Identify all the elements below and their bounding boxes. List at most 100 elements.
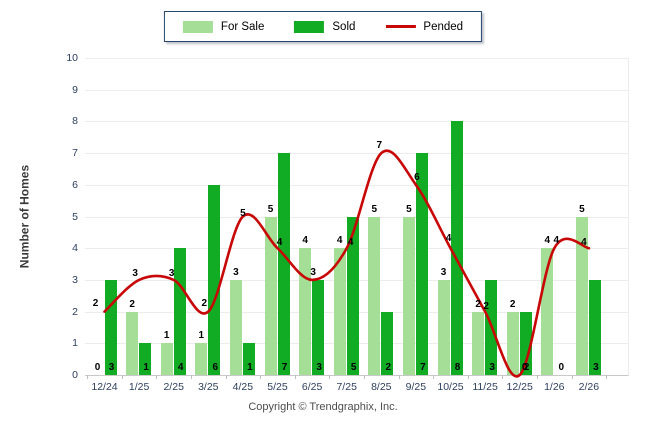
x-axis-tick (260, 375, 262, 379)
legend-label-pended: Pended (423, 20, 464, 33)
x-axis-label: 9/25 (405, 381, 427, 393)
bar-sold (208, 184, 221, 375)
value-label-sold: 3 (593, 362, 599, 373)
value-label-sold: 5 (350, 362, 357, 373)
legend-label-sold: Sold (332, 20, 356, 33)
y-axis-tick-label: 9 (72, 83, 78, 96)
bar-for-sale (126, 311, 139, 375)
legend: For Sale Sold Pended (163, 11, 483, 42)
x-axis-tick (87, 375, 89, 379)
gridline (85, 58, 628, 59)
value-label-sold: 4 (177, 362, 184, 373)
value-label-sold: 1 (247, 362, 253, 373)
x-axis-label: 4/25 (232, 381, 254, 393)
x-axis-tick (364, 375, 365, 379)
x-axis-tick (467, 375, 469, 379)
x-axis-label: 1/26 (544, 381, 565, 393)
value-label-for-sale: 1 (198, 330, 205, 342)
value-label-sold: 0 (558, 362, 565, 373)
value-label-pended: 2 (92, 297, 99, 309)
sold-swatch-icon (294, 20, 325, 33)
value-label-for-sale: 3 (233, 266, 239, 278)
x-axis-tick (433, 375, 435, 379)
value-label-sold: 1 (143, 362, 149, 373)
value-label-pended: 2 (483, 300, 489, 312)
value-label-pended: 7 (376, 140, 383, 152)
pended-line-swatch-icon (385, 25, 416, 28)
y-axis-tick-label: 8 (72, 115, 78, 128)
value-label-pended: 4 (347, 237, 354, 249)
value-label-for-sale: 2 (129, 298, 135, 310)
value-label-pended: 4 (445, 233, 452, 245)
value-label-for-sale: 5 (267, 203, 274, 215)
bar-sold (415, 153, 428, 375)
bar-for-sale (160, 343, 173, 375)
bar-for-sale (575, 216, 588, 375)
value-label-pended: 6 (414, 171, 420, 183)
bar-for-sale (506, 311, 519, 375)
gridline (85, 89, 628, 91)
x-axis-label: 8/25 (371, 381, 392, 393)
y-axis-tick-label: 7 (72, 147, 78, 160)
x-axis-tick (537, 375, 538, 379)
gridline (85, 184, 628, 186)
pended-line (103, 149, 591, 378)
x-axis-label: 12/24 (91, 381, 118, 393)
value-label-pended: 2 (201, 297, 208, 309)
value-label-pended: 4 (276, 237, 283, 249)
x-axis-tick (606, 375, 608, 379)
x-axis-tick (191, 375, 192, 379)
bar-sold (519, 311, 532, 375)
x-axis-label: 7/25 (336, 381, 357, 393)
value-label-for-sale: 2 (475, 298, 481, 310)
x-axis-label: 2/26 (578, 381, 600, 393)
bar-sold (450, 121, 463, 375)
value-label-for-sale: 5 (371, 203, 378, 215)
value-label-sold: 2 (385, 362, 392, 373)
copyright-text: Copyright © Trendgraphix, Inc. (248, 401, 398, 413)
value-label-sold: 3 (489, 362, 495, 373)
y-axis-tick-label: 4 (72, 242, 78, 255)
x-axis-tick (156, 375, 158, 379)
value-label-sold: 7 (420, 362, 426, 373)
x-axis-label: 6/25 (301, 381, 323, 393)
bar-sold (277, 153, 290, 375)
value-label-for-sale: 1 (163, 330, 170, 342)
value-label-sold: 2 (523, 362, 530, 373)
bar-for-sale (402, 216, 415, 375)
bar-sold (173, 248, 186, 375)
legend-item-sold: Sold (294, 20, 356, 33)
bar-sold (139, 343, 152, 375)
x-axis-tick (225, 375, 227, 379)
value-label-for-sale: 2 (509, 298, 516, 310)
value-label-pended: 3 (132, 267, 138, 279)
bar-sold (346, 216, 359, 375)
value-label-for-sale: 5 (579, 203, 585, 215)
value-label-sold: 7 (281, 362, 288, 373)
x-axis-tick (502, 375, 504, 379)
bar-for-sale (437, 279, 450, 375)
x-axis-tick (121, 375, 123, 379)
value-label-for-sale: 4 (302, 235, 308, 247)
x-axis-label: 11/25 (472, 381, 498, 393)
bar-for-sale (264, 216, 277, 375)
value-label-sold: 8 (454, 362, 461, 373)
value-label-pended: 4 (553, 235, 560, 247)
y-axis-tick-label: 3 (72, 273, 78, 286)
plot-area (85, 58, 629, 379)
x-axis-label: 12/25 (506, 381, 533, 393)
bar-sold (588, 279, 601, 375)
bar-for-sale (368, 216, 381, 375)
x-axis-tick (398, 375, 400, 379)
legend-item-pended: Pended (385, 21, 463, 33)
value-label-for-sale: 4 (544, 235, 551, 247)
y-axis-tick-label: 5 (72, 210, 78, 223)
for-sale-swatch-icon (182, 20, 213, 33)
value-label-pended: 4 (581, 237, 587, 249)
x-axis-label: 1/25 (128, 381, 150, 393)
gridline (85, 121, 628, 123)
value-label-pended: 5 (240, 207, 246, 219)
y-axis-title: Number of Homes (17, 164, 32, 269)
bar-sold (312, 279, 325, 375)
value-label-pended: 3 (168, 267, 175, 279)
